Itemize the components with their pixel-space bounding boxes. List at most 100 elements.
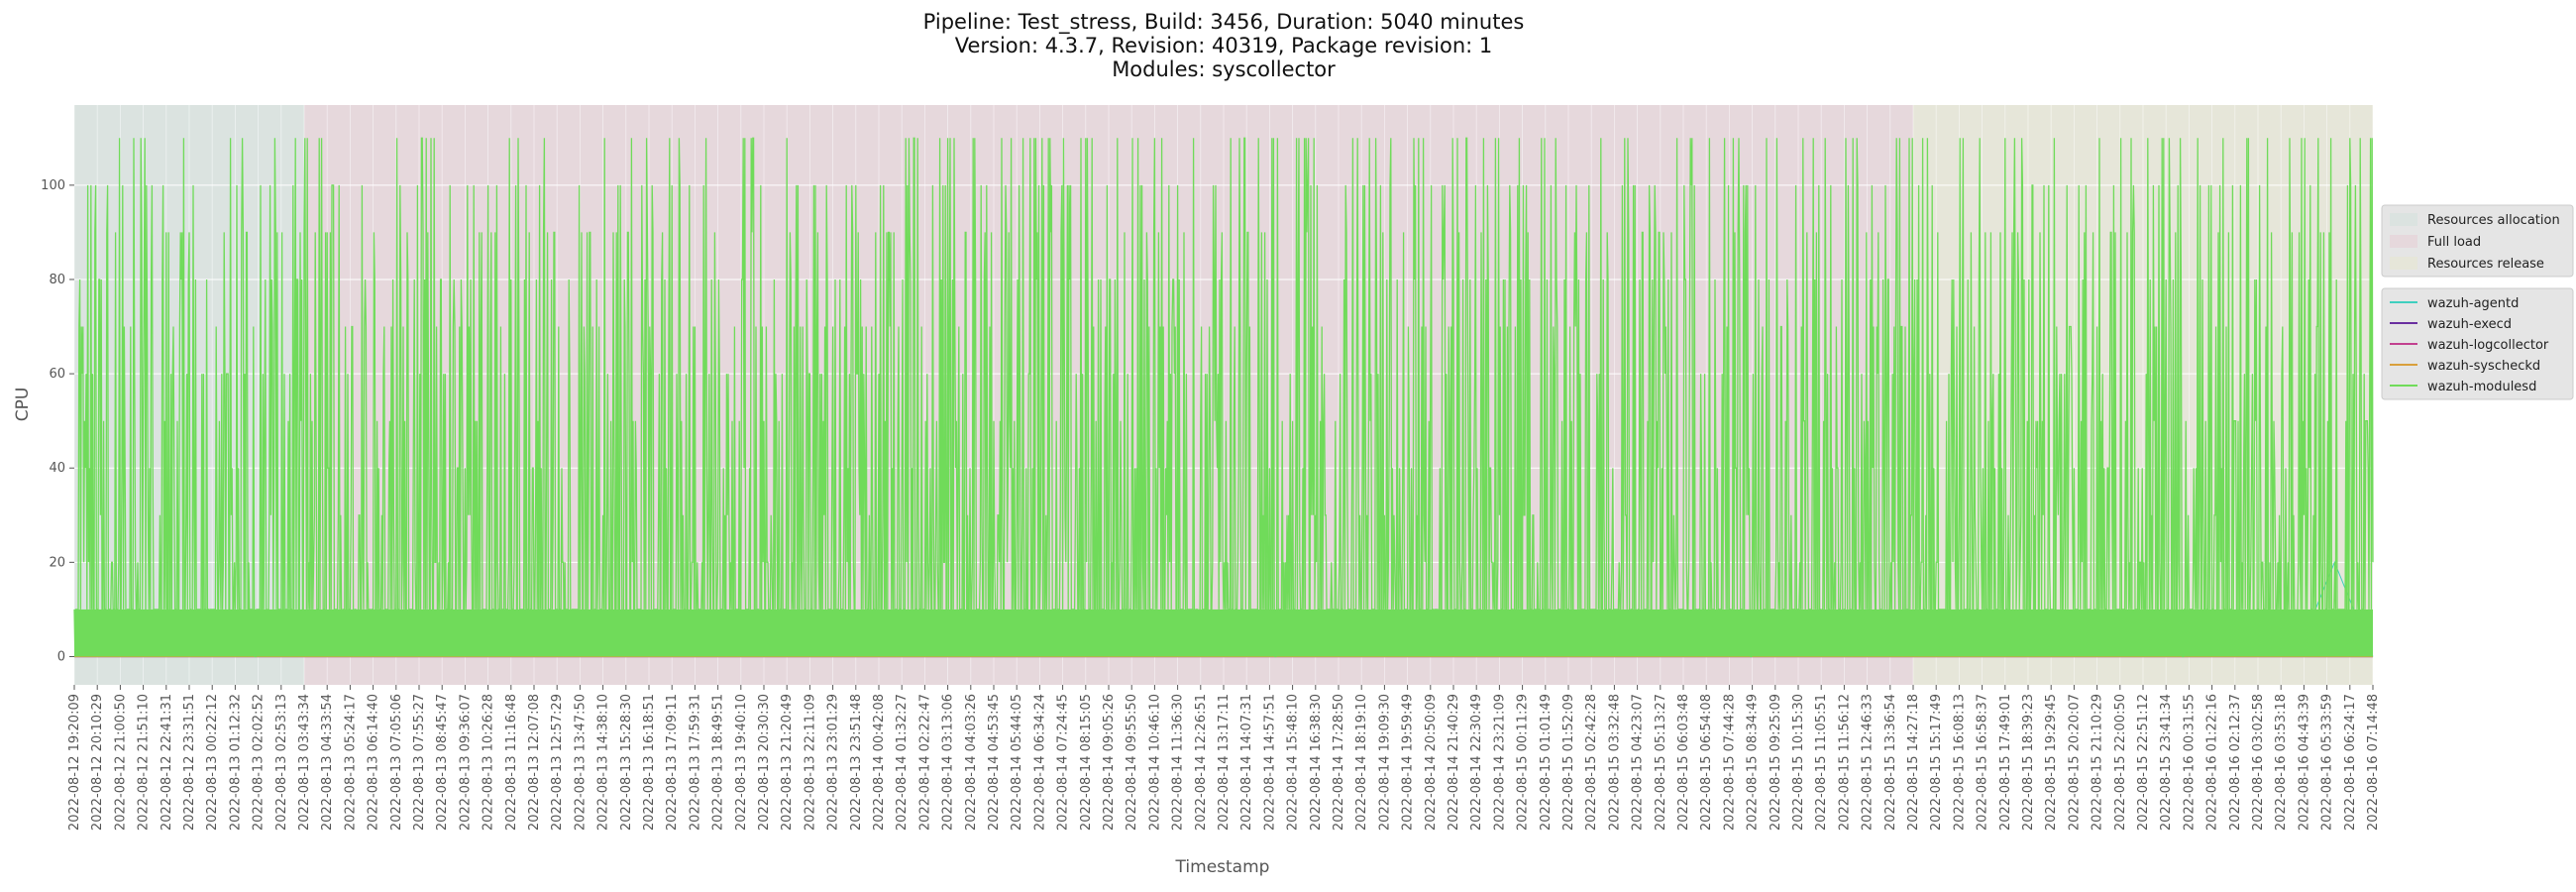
x-tick-label: 2022-08-15 21:10:29 xyxy=(2091,694,2105,831)
y-tick-label: 40 xyxy=(49,461,65,476)
x-tick-label: 2022-08-15 17:49:01 xyxy=(1998,694,2013,831)
x-tick-label: 2022-08-14 02:22:47 xyxy=(917,694,932,831)
x-tick-label: 2022-08-15 09:25:09 xyxy=(1769,694,1783,831)
legend-phase-swatch xyxy=(2390,257,2417,270)
x-tick-label: 2022-08-15 02:42:28 xyxy=(1584,694,1599,831)
legend-phase-swatch xyxy=(2390,235,2417,248)
legend-series-label: wazuh-agentd xyxy=(2427,296,2519,311)
x-tick-label: 2022-08-13 18:49:51 xyxy=(711,694,726,831)
x-tick-label: 2022-08-14 10:46:10 xyxy=(1147,694,1162,831)
x-tick-label: 2022-08-14 04:03:26 xyxy=(964,694,979,831)
x-tick-label: 2022-08-14 00:42:08 xyxy=(872,694,887,831)
x-tick-label: 2022-08-14 12:26:51 xyxy=(1194,694,1209,831)
x-tick-label: 2022-08-13 23:01:29 xyxy=(826,694,841,831)
title-line-1: Pipeline: Test_stress, Build: 3456, Dura… xyxy=(922,10,1525,34)
x-tick-label: 2022-08-15 07:44:28 xyxy=(1722,694,1737,831)
x-tick-label: 2022-08-16 07:14:48 xyxy=(2366,694,2381,831)
x-tick-label: 2022-08-14 09:55:50 xyxy=(1125,694,1139,831)
legend-phase-label: Full load xyxy=(2427,235,2481,250)
y-tick-label: 100 xyxy=(41,178,65,193)
x-tick-label: 2022-08-14 17:28:50 xyxy=(1332,694,1346,831)
x-tick-label: 2022-08-14 23:21:09 xyxy=(1492,694,1507,831)
legend-phase-swatch xyxy=(2390,213,2417,226)
x-tick-label: 2022-08-12 23:31:51 xyxy=(182,694,197,831)
y-axis-ticks: 0 20 40 60 80 100 xyxy=(41,178,74,664)
legend-series-label: wazuh-logcollector xyxy=(2427,338,2549,353)
x-tick-label: 2022-08-14 05:44:05 xyxy=(1010,694,1024,831)
chart-title: Pipeline: Test_stress, Build: 3456, Dura… xyxy=(0,10,2447,81)
x-tick-label: 2022-08-14 04:53:45 xyxy=(987,694,1002,831)
x-tick-label: 2022-08-13 11:16:48 xyxy=(504,694,519,831)
x-tick-label: 2022-08-13 20:30:30 xyxy=(757,694,772,831)
legend-phases: Resources allocation Full load Resources r… xyxy=(2381,204,2574,278)
x-tick-label: 2022-08-13 10:26:28 xyxy=(482,694,496,831)
x-tick-label: 2022-08-12 19:20:09 xyxy=(67,694,82,831)
legend-series-box xyxy=(2381,287,2574,400)
x-tick-label: 2022-08-13 23:51:48 xyxy=(849,694,864,831)
x-tick-label: 2022-08-15 15:17:49 xyxy=(1929,694,1944,831)
x-tick-label: 2022-08-13 05:24:17 xyxy=(343,694,358,831)
x-tick-label: 2022-08-14 19:59:49 xyxy=(1401,694,1416,831)
x-tick-label: 2022-08-16 02:12:37 xyxy=(2228,694,2243,831)
x-tick-label: 2022-08-14 20:50:09 xyxy=(1424,694,1439,831)
x-tick-label: 2022-08-14 22:30:49 xyxy=(1469,694,1484,831)
x-tick-label: 2022-08-15 05:13:27 xyxy=(1654,694,1668,831)
x-tick-label: 2022-08-13 06:14:40 xyxy=(367,694,381,831)
legend-series: wazuh-agentd wazuh-execd wazuh-logcollecto… xyxy=(2381,287,2574,400)
x-tick-label: 2022-08-13 16:18:51 xyxy=(642,694,657,831)
legend-phases-box xyxy=(2381,204,2574,278)
x-tick-label: 2022-08-14 13:17:11 xyxy=(1217,694,1232,831)
x-tick-label: 2022-08-16 00:31:55 xyxy=(2182,694,2197,831)
x-tick-label: 2022-08-12 21:00:50 xyxy=(113,694,128,831)
y-axis-label: CPU xyxy=(13,388,33,422)
x-tick-label: 2022-08-13 09:36:07 xyxy=(458,694,473,831)
x-tick-label: 2022-08-13 07:05:06 xyxy=(389,694,404,831)
x-tick-label: 2022-08-13 17:09:11 xyxy=(665,694,680,831)
x-tick-label: 2022-08-15 13:36:54 xyxy=(1883,694,1898,831)
x-tick-label: 2022-08-12 20:10:29 xyxy=(90,694,105,831)
x-tick-label: 2022-08-16 03:53:18 xyxy=(2274,694,2289,831)
x-tick-label: 2022-08-15 11:05:51 xyxy=(1814,694,1829,831)
legend-series-label: wazuh-syscheckd xyxy=(2427,359,2540,374)
x-tick-label: 2022-08-15 23:41:34 xyxy=(2159,694,2174,831)
x-tick-label: 2022-08-13 02:53:13 xyxy=(274,694,289,831)
x-tick-label: 2022-08-15 06:03:48 xyxy=(1676,694,1691,831)
x-tick-label: 2022-08-16 04:43:39 xyxy=(2297,694,2311,831)
x-tick-label: 2022-08-16 06:24:17 xyxy=(2343,694,2358,831)
x-tick-label: 2022-08-15 04:23:07 xyxy=(1631,694,1646,831)
x-tick-label: 2022-08-14 15:48:10 xyxy=(1286,694,1301,831)
x-tick-label: 2022-08-13 08:45:47 xyxy=(435,694,450,831)
series-lines xyxy=(73,137,2374,658)
y-tick-label: 20 xyxy=(49,555,65,570)
x-tick-label: 2022-08-15 01:01:49 xyxy=(1539,694,1554,831)
x-axis-ticks: 2022-08-12 19:20:09 2022-08-12 20:10:29 20… xyxy=(67,685,2381,831)
y-tick-label: 60 xyxy=(49,367,65,382)
x-tick-label: 2022-08-15 10:15:30 xyxy=(1791,694,1806,831)
x-tick-label: 2022-08-14 07:24:45 xyxy=(1056,694,1071,831)
x-tick-label: 2022-08-15 01:52:09 xyxy=(1561,694,1576,831)
title-line-2: Version: 4.3.7, Revision: 40319, Package… xyxy=(954,34,1493,57)
x-tick-label: 2022-08-14 16:38:30 xyxy=(1309,694,1324,831)
x-tick-label: 2022-08-14 09:05:26 xyxy=(1102,694,1117,831)
title-line-3: Modules: syscollector xyxy=(1112,57,1336,81)
x-tick-label: 2022-08-13 22:11:09 xyxy=(803,694,817,831)
series-line-wazuh-modulesd xyxy=(73,137,2374,658)
x-tick-label: 2022-08-15 18:39:23 xyxy=(2021,694,2036,831)
x-tick-label: 2022-08-15 20:20:07 xyxy=(2067,694,2082,831)
x-tick-label: 2022-08-13 14:38:10 xyxy=(596,694,611,831)
x-tick-label: 2022-08-13 13:47:50 xyxy=(573,694,588,831)
legend-series-label: wazuh-modulesd xyxy=(2427,380,2536,394)
x-tick-label: 2022-08-16 05:33:59 xyxy=(2320,694,2335,831)
x-tick-label: 2022-08-13 21:20:49 xyxy=(780,694,795,831)
x-tick-label: 2022-08-16 01:22:16 xyxy=(2205,694,2220,831)
x-tick-label: 2022-08-16 03:02:58 xyxy=(2251,694,2266,831)
x-tick-label: 2022-08-13 00:22:12 xyxy=(205,694,220,831)
x-tick-label: 2022-08-14 19:09:30 xyxy=(1377,694,1392,831)
y-tick-label: 0 xyxy=(57,649,65,664)
legend-phase-label: Resources release xyxy=(2427,257,2544,272)
x-tick-label: 2022-08-13 01:12:32 xyxy=(228,694,243,831)
x-tick-label: 2022-08-15 12:46:33 xyxy=(1861,694,1876,831)
x-tick-label: 2022-08-15 11:56:12 xyxy=(1837,694,1852,831)
x-tick-label: 2022-08-14 18:19:10 xyxy=(1354,694,1369,831)
x-tick-label: 2022-08-13 07:55:27 xyxy=(412,694,427,831)
